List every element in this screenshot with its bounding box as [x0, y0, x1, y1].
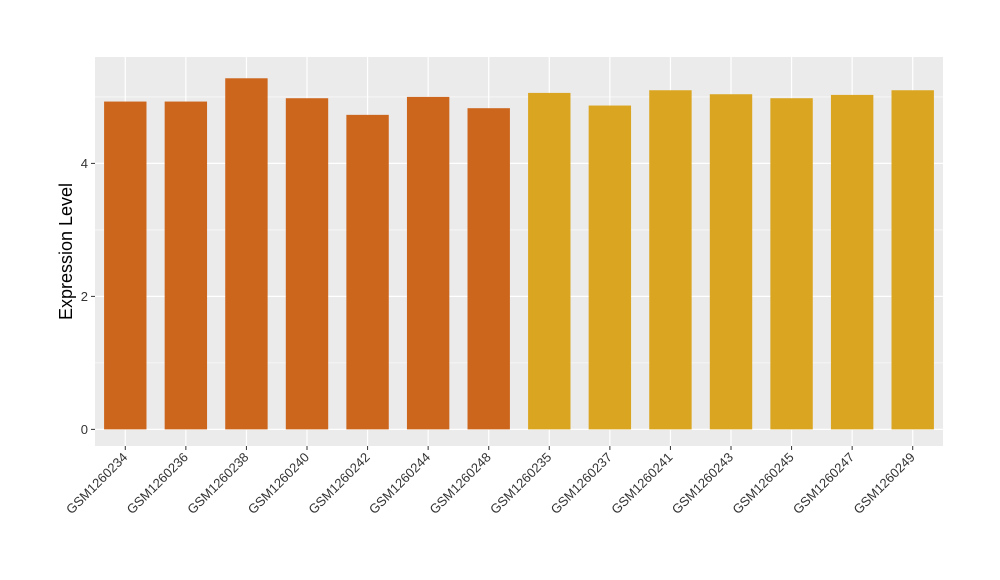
y-tick-label: 0 [81, 422, 88, 437]
bar-GSM1260235 [528, 92, 571, 430]
bar-GSM1260237 [588, 105, 632, 430]
x-tick-label: GSM1260236 [124, 450, 191, 517]
bar-GSM1260249 [891, 90, 934, 430]
x-tick-label: GSM1260249 [850, 450, 917, 517]
bars [104, 78, 934, 430]
x-tick-label: GSM1260248 [426, 450, 493, 517]
bar-GSM1260234 [104, 101, 147, 430]
y-tick-label: 2 [81, 289, 88, 304]
bar-GSM1260242 [346, 114, 389, 430]
x-tick-label: GSM1260240 [245, 450, 312, 517]
bar-GSM1260243 [709, 94, 753, 430]
y-axis-title: Expression Level [56, 183, 76, 320]
y-axis: 0 2 4 [81, 156, 95, 437]
x-tick-label: GSM1260243 [669, 450, 736, 517]
x-tick-label: GSM1260242 [305, 450, 372, 517]
bar-GSM1260248 [467, 108, 510, 430]
plot-panel [95, 57, 943, 446]
bar-GSM1260247 [830, 94, 874, 430]
x-tick-label: GSM1260234 [63, 450, 130, 517]
x-tick-label: GSM1260244 [366, 450, 433, 517]
x-tick-label: GSM1260237 [548, 450, 615, 517]
x-axis: GSM1260234GSM1260236GSM1260238GSM1260240… [63, 446, 918, 517]
x-tick-label: GSM1260238 [184, 450, 251, 517]
x-tick-label: GSM1260247 [790, 450, 857, 517]
x-tick-label: GSM1260241 [608, 450, 675, 517]
bar-GSM1260236 [164, 101, 208, 430]
x-tick-label: GSM1260245 [729, 450, 796, 517]
bar-GSM1260241 [649, 90, 692, 430]
bar-GSM1260244 [406, 96, 450, 430]
bar-GSM1260240 [285, 98, 329, 430]
bar-GSM1260245 [770, 98, 813, 430]
y-tick-label: 4 [81, 156, 88, 171]
x-tick-label: GSM1260235 [487, 450, 554, 517]
bar-GSM1260238 [225, 78, 268, 430]
